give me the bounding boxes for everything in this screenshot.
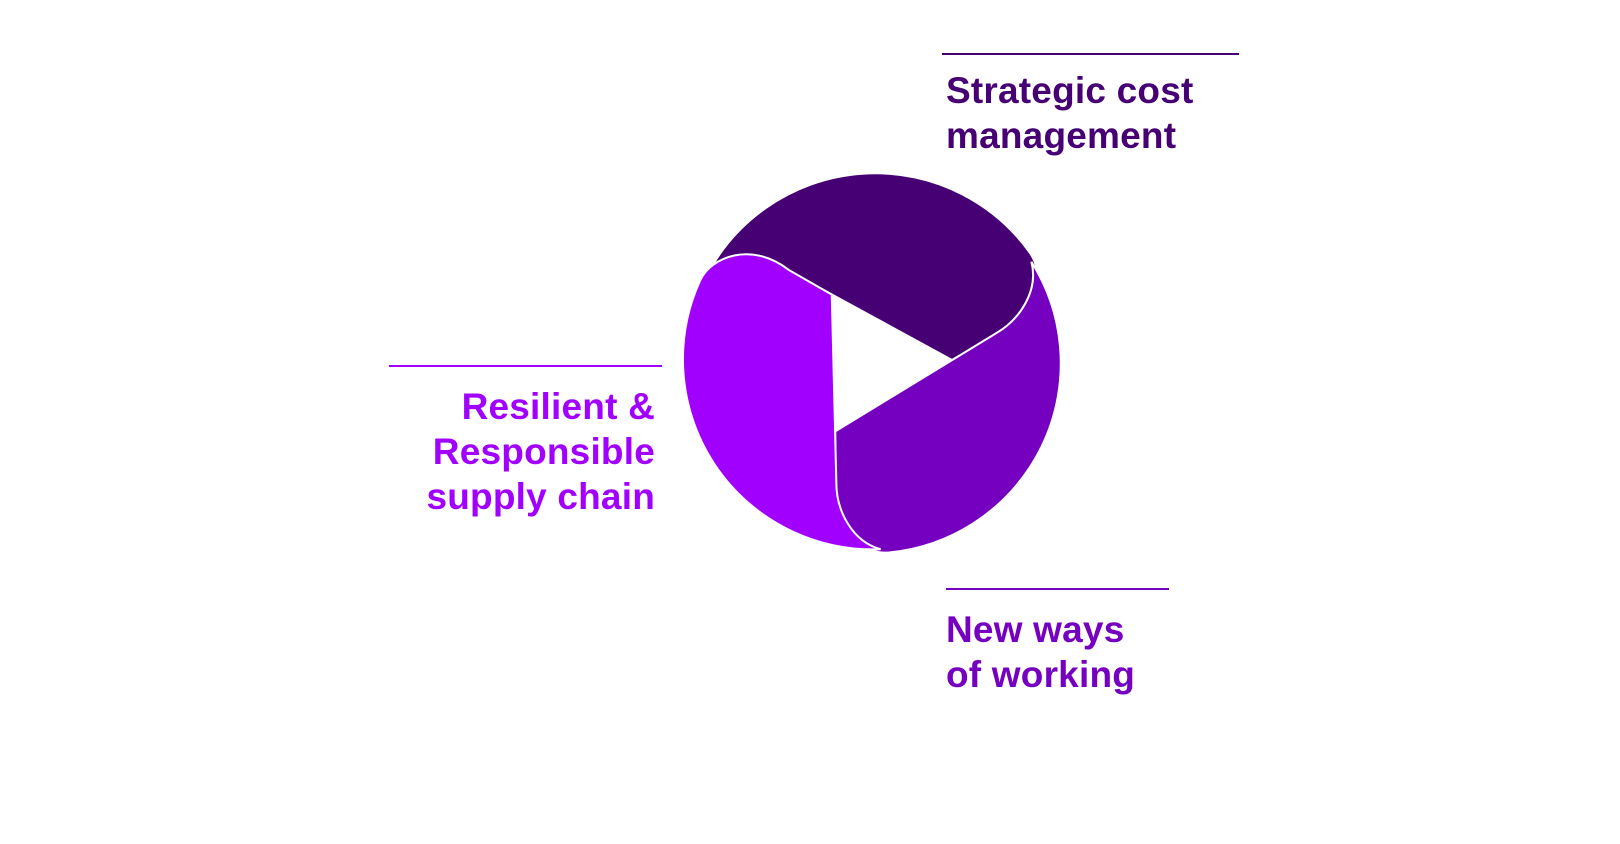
label-line: supply chain — [426, 476, 655, 517]
label-resilient-supply-chain: Resilient & Responsible supply chain — [426, 384, 655, 519]
play-triangle-icon — [833, 295, 952, 428]
label-line: Resilient & — [461, 386, 655, 427]
label-strategic-cost-management: Strategic cost management — [946, 68, 1194, 158]
new-ways-divider — [946, 588, 1169, 590]
resilient-divider — [389, 365, 662, 367]
label-new-ways-of-working: New ways of working — [946, 607, 1135, 697]
label-line: Strategic cost — [946, 70, 1194, 111]
strategic-divider — [942, 53, 1239, 55]
segment-new-ways-of-working — [833, 261, 1062, 554]
segment-resilient-supply-chain — [681, 253, 881, 551]
label-line: Responsible — [432, 431, 655, 472]
label-line: management — [946, 115, 1177, 156]
label-line: New ways — [946, 609, 1125, 650]
label-line: of working — [946, 654, 1136, 695]
